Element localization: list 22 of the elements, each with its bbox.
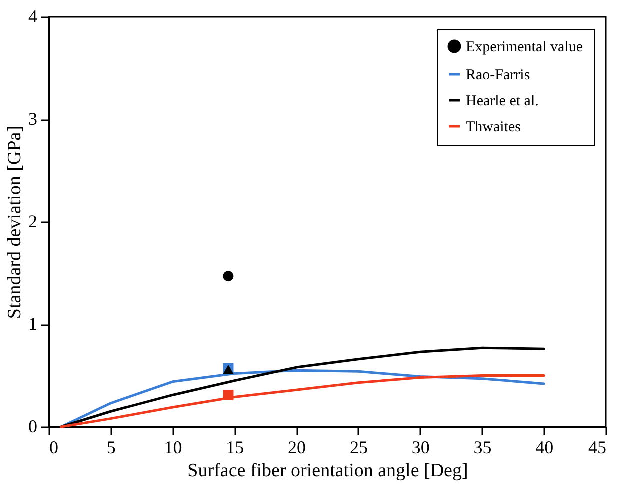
x-tick-label: 25 [350, 438, 368, 458]
x-tick-label: 15 [226, 438, 244, 458]
y-tick-label: 2 [28, 212, 38, 232]
y-tick-label: 4 [28, 6, 38, 26]
x-tick-label: 40 [536, 438, 554, 458]
x-tick-label: 0 [50, 438, 58, 458]
x-tick-label: 45 [588, 438, 606, 458]
legend-label: Rao-Farris [466, 68, 530, 84]
legend-label: Thwaites [466, 120, 522, 136]
line-series [60, 346, 546, 428]
y-tick-label: 3 [28, 109, 38, 129]
x-tick-label: 35 [474, 438, 492, 458]
y-axis-title: Standard deviation [GPa] [4, 126, 26, 320]
x-tick-label: 10 [164, 438, 182, 458]
legend-label: Experimental value [466, 40, 584, 56]
y-tick-label: 0 [28, 416, 38, 436]
x-tick-label: 20 [288, 438, 306, 458]
x-tick-label: 30 [412, 438, 430, 458]
x-tick-label: 5 [106, 438, 116, 458]
x-axis-title: Surface fiber orientation angle [Deg] [188, 460, 468, 482]
y-tick-label: 1 [28, 314, 38, 334]
legend-label: Hearle et al. [466, 94, 539, 110]
